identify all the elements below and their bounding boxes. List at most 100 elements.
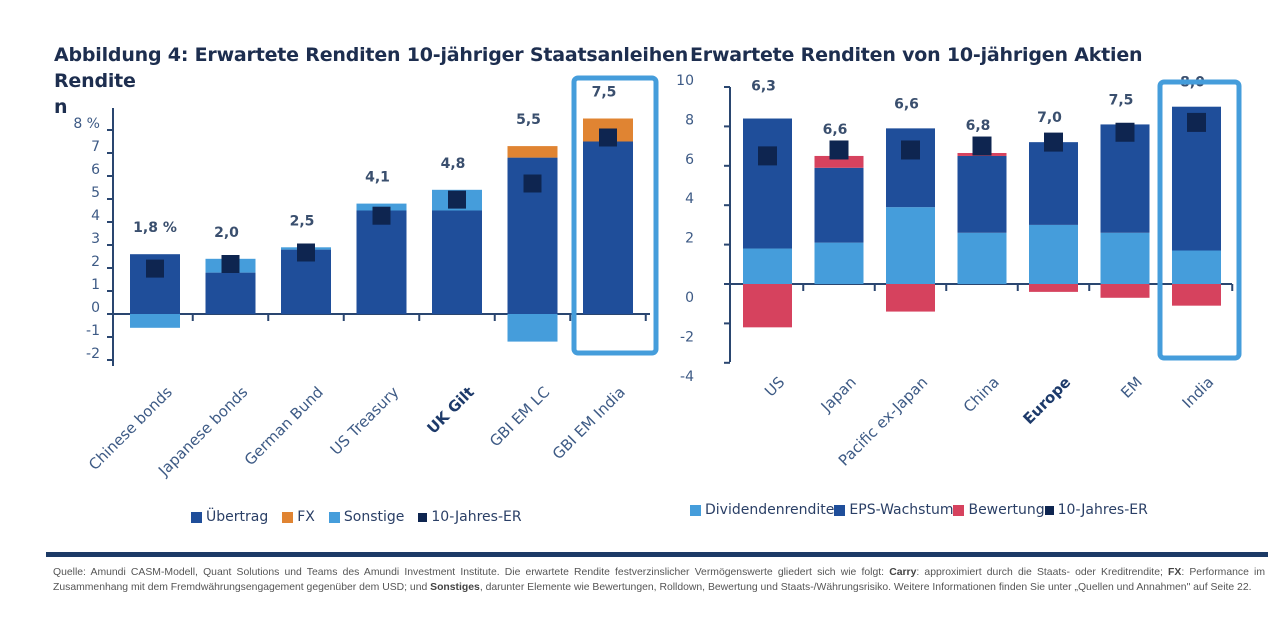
legend-item-fx: FX — [282, 509, 329, 525]
marker-10-jahres-er-japan — [829, 140, 849, 160]
marker-10-jahres-er-us-treasury — [372, 206, 391, 225]
legend-label-fx: FX — [297, 509, 315, 525]
bond-chart-title: Abbildung 4: Erwartete Renditen 10-jähri… — [54, 44, 689, 66]
marker-10-jahres-er-german-bund — [297, 243, 315, 262]
bar-bewertung-india — [1172, 284, 1221, 306]
bar-bertrag-japanese-bonds — [205, 272, 256, 314]
marker-10-jahres-er-gbi-em-lc — [523, 174, 542, 193]
marker-10-jahres-er-gbi-em-india — [599, 128, 617, 147]
bar-eps-wachstum-japan — [814, 167, 864, 243]
legend-swatch-bertrag — [191, 511, 202, 523]
footnote-carry-label: Carry — [889, 567, 917, 578]
marker-10-jahres-er-china — [972, 136, 992, 156]
legend-label-10-jahres-er: 10-Jahres-ER — [1057, 502, 1148, 518]
y-tick-label: 6 — [91, 162, 100, 178]
legend-item-dividendenrendite: Dividendenrendite — [690, 502, 834, 518]
y-tick-label: 3 — [91, 231, 100, 247]
data-label-em: 7,5 — [1109, 92, 1134, 108]
y-tick-label: 0 — [685, 290, 694, 306]
bar-sonstige-chinese-bonds — [130, 314, 180, 328]
legend-item-bertrag: Übertrag — [191, 509, 282, 525]
bar-sonstige-gbi-em-lc — [507, 314, 558, 342]
legend-swatch-10-jahres-er — [418, 512, 428, 522]
category-label-europe: Europe — [1019, 373, 1074, 428]
y-tick-label: -1 — [86, 323, 100, 339]
legend-label-10-jahres-er: 10-Jahres-ER — [431, 509, 522, 525]
data-label-chinese-bonds: 1,8 % — [133, 220, 177, 236]
highlight-box-gbi-em-india — [571, 75, 659, 356]
y-tick-label: 4 — [91, 208, 100, 224]
y-tick-label: 8 % — [73, 116, 100, 132]
bar-dividendenrendite-em — [1100, 232, 1150, 284]
bar-bewertung-us — [743, 284, 792, 328]
marker-10-jahres-er-chinese-bonds — [146, 259, 164, 278]
y-tick-label: 5 — [91, 185, 100, 201]
bar-eps-wachstum-em — [1100, 124, 1150, 233]
y-tick-label: -2 — [680, 329, 694, 345]
category-label-india: India — [1179, 373, 1218, 412]
bar-dividendenrendite-us — [743, 248, 792, 284]
y-tick-label: 2 — [91, 254, 100, 270]
data-label-japan: 6,6 — [823, 122, 848, 138]
y-tick-label: 6 — [685, 152, 694, 168]
y-tick-label: -2 — [86, 346, 100, 362]
legend-swatch-sonstige — [328, 511, 340, 523]
category-label-us: US — [761, 373, 788, 400]
source-footnote: Quelle: Amundi CASM-Modell, Quant Soluti… — [53, 565, 1265, 595]
legend-item-sonstige: Sonstige — [328, 509, 419, 525]
equity-chart-title: Erwartete Renditen von 10-jährigen Aktie… — [690, 44, 1143, 66]
equity-chart-legend: Dividendenrendite EPS-Wachstum Bewertung 10… — [690, 502, 1148, 518]
bar-eps-wachstum-china — [957, 155, 1007, 233]
y-tick-label: 10 — [676, 73, 694, 89]
category-label-gbi-em-lc: GBI EM LC — [486, 383, 553, 450]
bar-bewertung-pacific-ex-japan — [886, 284, 935, 312]
bar-bewertung-em — [1100, 284, 1150, 298]
legend-label-sonstige: Sonstige — [343, 509, 405, 525]
marker-10-jahres-er-pacific-ex-japan — [901, 140, 920, 160]
legend-swatch-bewertung — [953, 504, 965, 516]
bar-dividendenrendite-china — [957, 232, 1007, 284]
legend-swatch-10-jahres-er — [1044, 505, 1054, 515]
footnote-text-3: : Performance im Zusammenhang mit dem Fr… — [53, 567, 1265, 593]
legend-swatch-fx — [282, 511, 294, 523]
data-label-china: 6,8 — [966, 118, 991, 134]
data-label-gbi-em-lc: 5,5 — [516, 112, 541, 128]
marker-10-jahres-er-europe — [1044, 132, 1063, 152]
bar-dividendenrendite-pacific-ex-japan — [886, 207, 935, 284]
data-label-gbi-em-india: 7,5 — [592, 85, 617, 101]
footnote-text-1: Quelle: Amundi CASM-Modell, Quant Soluti… — [53, 567, 890, 578]
category-label-china: China — [960, 373, 1003, 416]
bar-bewertung-japan — [814, 155, 864, 168]
marker-10-jahres-er-japanese-bonds — [221, 255, 240, 273]
bar-bewertung-europe — [1029, 284, 1078, 292]
bond-chart-ylabel-suffix: n — [54, 96, 68, 118]
footnote-text-2: : approximiert durch die Staats- oder Kr… — [916, 567, 1169, 578]
legend-label-bewertung: Bewertung — [968, 502, 1045, 518]
category-label-uk-gilt: UK Gilt — [424, 383, 478, 437]
bar-bertrag-gbi-em-india — [583, 141, 633, 314]
bar-dividendenrendite-europe — [1029, 224, 1078, 284]
legend-item-10-jahres-er: 10-Jahres-ER — [1044, 502, 1148, 518]
bar-fx-gbi-em-lc — [507, 146, 558, 158]
data-label-japanese-bonds: 2,0 — [214, 225, 239, 241]
footnote-fx-label: FX — [1168, 567, 1182, 578]
data-label-pacific-ex-japan: 6,6 — [894, 96, 919, 112]
y-tick-label: -4 — [680, 369, 694, 385]
legend-label-eps-wachstum: EPS-Wachstum — [849, 502, 954, 518]
bar-dividendenrendite-india — [1172, 250, 1221, 284]
legend-item-10-jahres-er: 10-Jahres-ER — [418, 509, 522, 525]
bond-chart-ylabel: Rendite — [54, 70, 136, 92]
legend-label-bertrag: Übertrag — [206, 509, 269, 525]
legend-item-eps-wachstum: EPS-Wachstum — [834, 502, 953, 518]
marker-10-jahres-er-india — [1187, 112, 1206, 132]
data-label-us: 6,3 — [751, 79, 776, 95]
bond-chart-legend: Übertrag FX Sonstige 10-Jahres-ER — [191, 509, 522, 525]
marker-10-jahres-er-em — [1115, 122, 1135, 142]
data-label-us-treasury: 4,1 — [365, 170, 390, 186]
data-label-europe: 7,0 — [1037, 110, 1062, 126]
bar-eps-wachstum-pacific-ex-japan — [886, 128, 935, 208]
legend-swatch-dividendenrendite — [690, 504, 701, 516]
